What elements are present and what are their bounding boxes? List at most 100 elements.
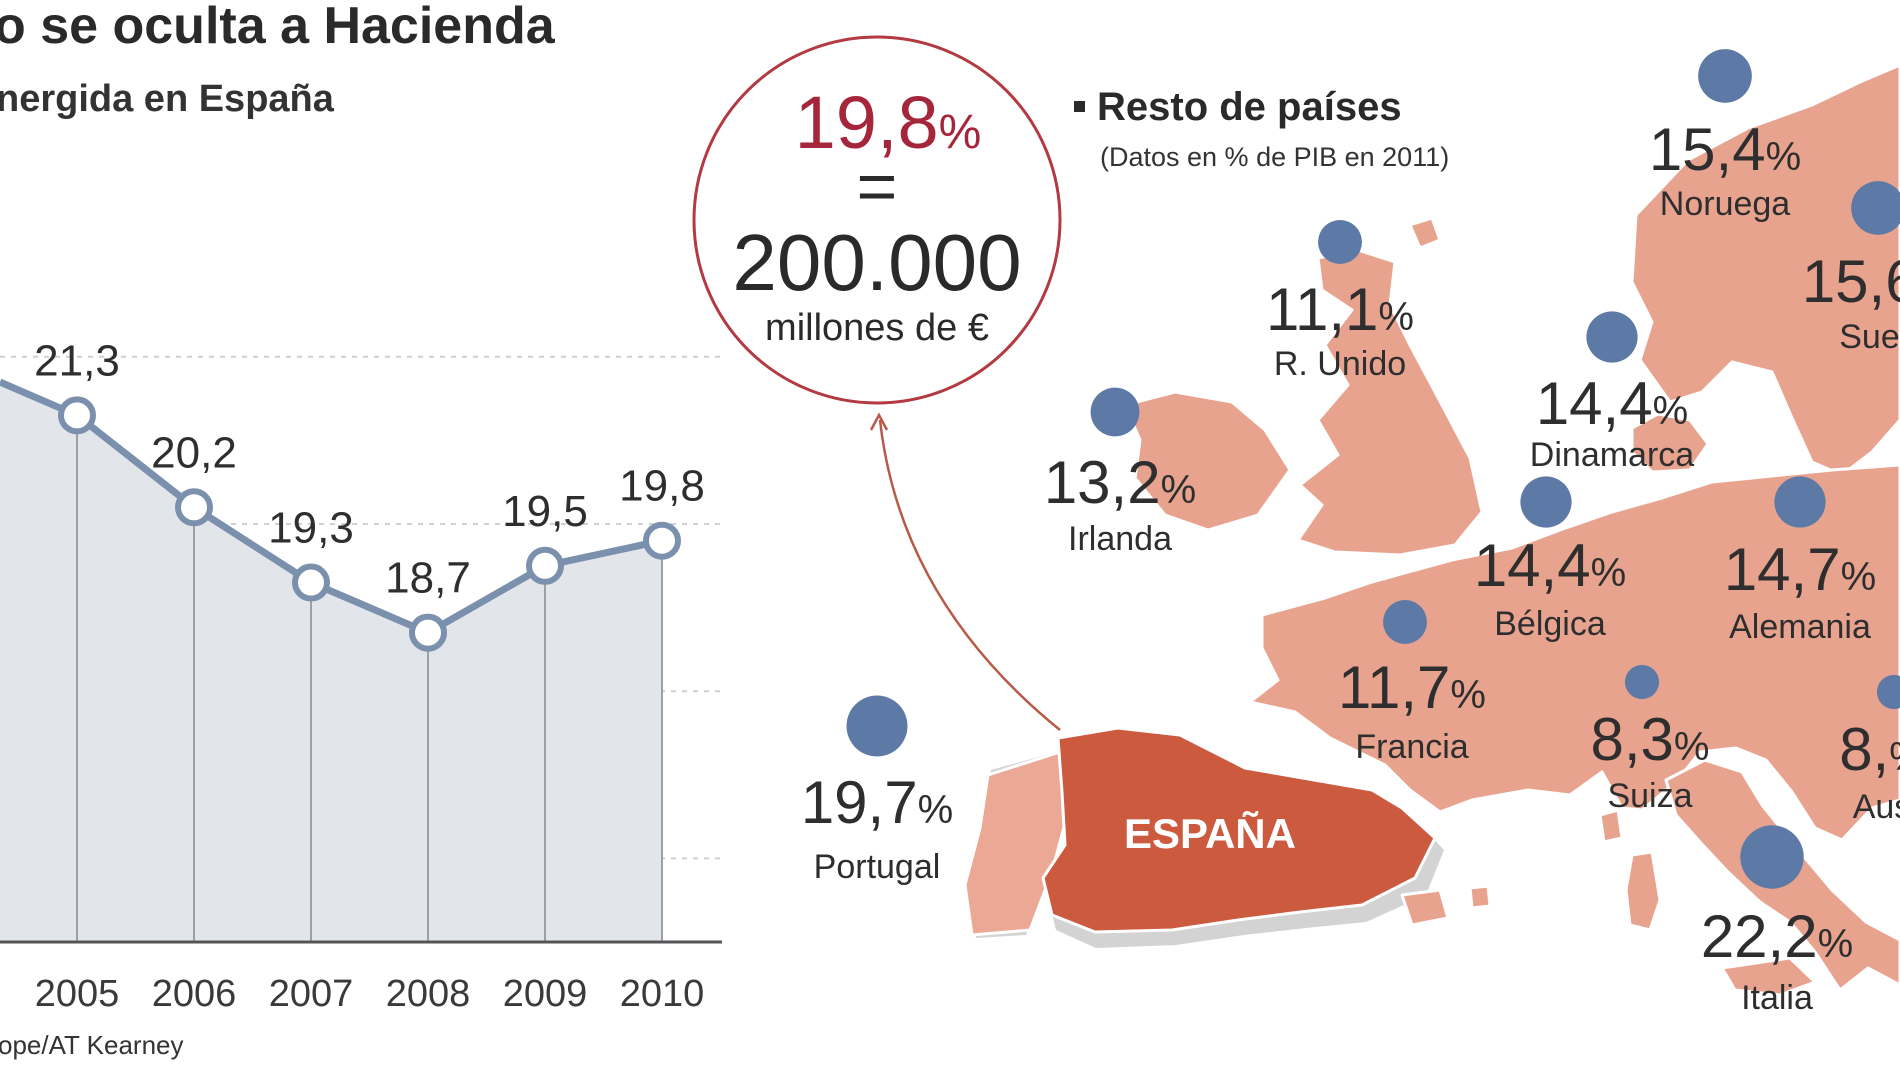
x-tick-2008: 2008 xyxy=(386,973,471,1015)
country-name-noruega: Noruega xyxy=(1660,185,1791,223)
data-points xyxy=(58,396,681,652)
country-dot-noruega xyxy=(1698,49,1752,103)
callout-arrow xyxy=(878,419,1061,731)
country-dinamarca: 14,4%Dinamarca xyxy=(1530,311,1694,474)
country-italia: 22,2%Italia xyxy=(1701,825,1853,1017)
map-spain xyxy=(1041,726,1437,934)
country-dot-alemania xyxy=(1774,476,1826,528)
chart-title: o se oculta a Hacienda xyxy=(0,0,555,55)
country-noruega: 15,4%Noruega xyxy=(1649,49,1801,223)
country-name-francia: Francia xyxy=(1355,728,1468,766)
value-label-2008: 18,7 xyxy=(385,554,471,603)
country-alemania: 14,7% Alemania xyxy=(1724,476,1876,646)
line-chart: 21,320,219,318,719,519,8 2005 2006 2007 200… xyxy=(0,336,722,1015)
country-irlanda: 13,2% Irlanda xyxy=(1044,387,1196,558)
country-value-alemania: 14,7% xyxy=(1724,536,1876,603)
spain-label: ESPAÑA xyxy=(1124,810,1296,857)
map-continent xyxy=(1248,463,1900,842)
x-tick-2006: 2006 xyxy=(152,973,237,1015)
country-value-portugal: 19,7% xyxy=(801,769,953,836)
country-value-number: 19,7 xyxy=(801,769,918,836)
country-dot-suiza xyxy=(1624,664,1660,700)
country-suec: 15,6%Suec xyxy=(1802,181,1900,356)
country-value-sign: % xyxy=(1818,922,1854,966)
country-r-unido: 11,1%R. Unido xyxy=(1266,220,1414,383)
country-name-dinamarca: Dinamarca xyxy=(1530,436,1694,474)
country-dot-aus xyxy=(1876,674,1900,710)
data-point-2005 xyxy=(58,396,96,435)
map-scandinavia xyxy=(1630,63,1900,477)
callout-unit: millones de € xyxy=(765,307,989,349)
data-point-2006 xyxy=(175,488,213,527)
x-tick-2009: 2009 xyxy=(503,973,588,1015)
value-labels: 21,3 20,2 19,3 18,7 19,5 19,8 xyxy=(34,336,705,602)
country-name-suiza: Suiza xyxy=(1607,777,1692,815)
map-land xyxy=(963,63,1900,997)
callout-percent-sign: % xyxy=(939,106,982,159)
country-value-noruega: 15,4% xyxy=(1649,116,1801,183)
country-value-number: 14,4 xyxy=(1474,532,1591,599)
country-value-dinamarca: 14,4% xyxy=(1536,370,1688,437)
country-value-number: 13,2 xyxy=(1044,449,1161,516)
country-portugal: 19,7% Portugal xyxy=(801,695,953,886)
country-name-italia: Italia xyxy=(1741,979,1813,1017)
country-value-sign: % xyxy=(1674,725,1710,769)
country-dot-francia xyxy=(1383,600,1427,644)
map-denmark xyxy=(1630,412,1710,474)
country-value-sign: % xyxy=(1841,555,1877,599)
value-label-2007: 19,3 xyxy=(268,504,354,553)
x-tick-labels: 2005 2006 2007 2008 2009 2010 xyxy=(35,973,705,1015)
country-francia: 11,7% Francia xyxy=(1338,600,1486,766)
country-name-irlanda: Irlanda xyxy=(1068,520,1172,558)
area-fill xyxy=(0,382,662,942)
country-value-number: 8,3 xyxy=(1591,706,1674,773)
country-value-suec: 15,6% xyxy=(1802,248,1900,315)
country-dot-b-lgica xyxy=(1520,476,1572,528)
country-aus: 8,% Aus xyxy=(1839,674,1900,826)
country-name-portugal: Portugal xyxy=(814,848,941,886)
legend-title: Resto de países xyxy=(1097,85,1402,129)
x-tick-2005: 2005 xyxy=(35,973,120,1015)
country-value-sign: % xyxy=(1591,551,1627,595)
country-value-sign: % xyxy=(1653,389,1689,433)
country-value-sign: % xyxy=(1766,135,1802,179)
country-name-suec: Suec xyxy=(1839,318,1900,356)
country-name-r-unido: R. Unido xyxy=(1274,345,1406,383)
country-value-number: 11,7 xyxy=(1338,654,1450,721)
callout-percent-value: 19,8 xyxy=(795,81,939,164)
country-value-r-unido: 11,1% xyxy=(1266,276,1414,343)
legend-marker xyxy=(1074,101,1085,112)
country-value-italia: 22,2% xyxy=(1701,903,1853,970)
country-value-sign: % xyxy=(1378,295,1414,339)
country-value-number: 15,4 xyxy=(1649,116,1766,183)
callout-circle: 19,8% = 200.000 millones de € xyxy=(692,35,1062,405)
callout-percent: 19,8% xyxy=(795,81,982,164)
country-name-aus: Aus xyxy=(1853,788,1900,826)
data-point-2007 xyxy=(292,563,330,602)
country-name-alemania: Alemania xyxy=(1729,608,1871,646)
drop-lines xyxy=(76,415,663,942)
country-value-number: 22,2 xyxy=(1701,903,1818,970)
country-value-aus: 8,% xyxy=(1839,716,1900,783)
map-ireland xyxy=(1123,390,1292,532)
country-dot-irlanda xyxy=(1090,387,1140,437)
country-value-b-lgica: 14,4% xyxy=(1474,532,1626,599)
legend-note: (Datos en % de PIB en 2011) xyxy=(1100,142,1449,172)
country-dot-italia xyxy=(1740,825,1804,889)
country-dot-dinamarca xyxy=(1586,311,1638,363)
data-point-2010 xyxy=(643,521,681,560)
country-b-lgica: 14,4% Bélgica xyxy=(1474,476,1626,643)
data-point-2009 xyxy=(526,546,564,585)
value-label-2009: 19,5 xyxy=(502,487,588,536)
x-tick-2010: 2010 xyxy=(620,973,705,1015)
country-dot-portugal xyxy=(846,695,908,757)
country-value-sign: % xyxy=(1889,735,1900,779)
country-value-francia: 11,7% xyxy=(1338,654,1486,721)
country-value-sign: % xyxy=(918,788,954,832)
x-tick-2007: 2007 xyxy=(269,973,354,1015)
country-dot-suec xyxy=(1851,181,1900,235)
country-suiza: 8,3% Suiza xyxy=(1591,664,1710,815)
country-value-suiza: 8,3% xyxy=(1591,706,1710,773)
